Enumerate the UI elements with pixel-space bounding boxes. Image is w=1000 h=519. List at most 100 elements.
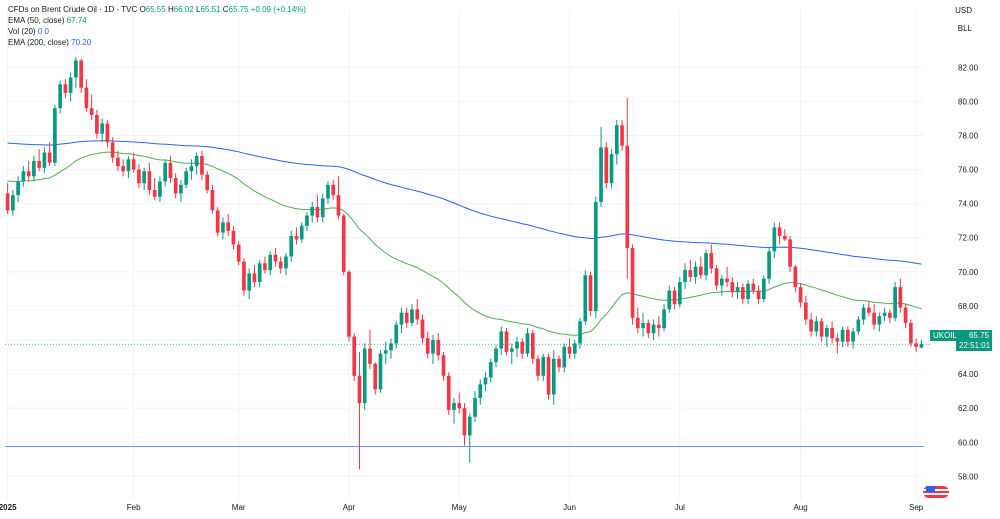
ema50-legend-row[interactable]: EMA (50, close) 67.74 bbox=[8, 15, 306, 26]
candle bbox=[898, 278, 903, 313]
candle bbox=[478, 379, 483, 405]
candle-body bbox=[825, 328, 829, 337]
candle bbox=[305, 212, 309, 231]
candle-body bbox=[273, 254, 278, 262]
candle-body bbox=[278, 261, 283, 269]
high-value: 66.02 bbox=[173, 5, 194, 14]
ema200-legend-row[interactable]: EMA (200, close) 70.20 bbox=[8, 37, 306, 48]
candle bbox=[462, 403, 467, 446]
candle bbox=[142, 167, 147, 190]
candle bbox=[74, 57, 78, 88]
candle-body bbox=[242, 261, 246, 291]
candle-body bbox=[588, 275, 593, 312]
candle-body bbox=[914, 343, 918, 347]
candle-body bbox=[704, 253, 708, 276]
candle-body bbox=[793, 266, 798, 288]
candle bbox=[394, 321, 399, 349]
candle bbox=[431, 334, 435, 364]
candle bbox=[772, 222, 777, 259]
candle-body bbox=[163, 162, 168, 182]
candle-body bbox=[804, 302, 808, 320]
candle-body bbox=[672, 290, 677, 305]
candle bbox=[473, 391, 477, 422]
candle bbox=[714, 265, 719, 291]
candle-body bbox=[861, 307, 866, 320]
candle-body bbox=[893, 287, 897, 318]
candle-body bbox=[263, 263, 267, 271]
candle bbox=[467, 413, 472, 463]
candle-body bbox=[909, 322, 913, 344]
candle bbox=[37, 149, 41, 172]
candle bbox=[294, 227, 299, 245]
candle-body bbox=[441, 355, 446, 376]
ema50-label: EMA (50, close) bbox=[8, 16, 65, 25]
candle-body bbox=[189, 166, 194, 172]
candle-body bbox=[294, 236, 299, 240]
candle-body bbox=[378, 353, 383, 390]
candle bbox=[315, 195, 320, 223]
y-tick-label: 62.00 bbox=[958, 404, 979, 413]
candle bbox=[704, 249, 708, 281]
candle-body bbox=[635, 317, 640, 329]
candle-body bbox=[63, 84, 68, 93]
candle bbox=[667, 285, 672, 313]
candle-body bbox=[620, 125, 624, 146]
candle-body bbox=[37, 161, 41, 168]
candle-body bbox=[74, 60, 78, 78]
candle bbox=[525, 328, 530, 358]
candle bbox=[719, 275, 724, 296]
candle bbox=[893, 282, 897, 322]
candle-body bbox=[373, 363, 378, 390]
candle-body bbox=[714, 268, 719, 286]
candle-body bbox=[551, 358, 556, 395]
ema200-line bbox=[7, 140, 922, 265]
candle-body bbox=[651, 324, 656, 334]
candle bbox=[846, 326, 850, 347]
unit-label[interactable]: BLL bbox=[957, 24, 972, 33]
candle-body bbox=[867, 307, 871, 313]
candle bbox=[420, 314, 425, 344]
candle-body bbox=[137, 169, 141, 184]
vol-legend-row[interactable]: Vol (20) 0 0 bbox=[8, 26, 306, 37]
candle bbox=[404, 307, 409, 329]
candle-body bbox=[767, 251, 771, 279]
candle bbox=[436, 333, 441, 361]
candle-body bbox=[410, 309, 414, 323]
candle-body bbox=[898, 287, 903, 308]
candle bbox=[488, 358, 493, 383]
x-tick-label: May bbox=[452, 503, 467, 512]
x-tick-label: 2025 bbox=[0, 503, 17, 512]
candle-body bbox=[541, 357, 546, 376]
candle bbox=[383, 341, 388, 364]
candle-body bbox=[630, 247, 635, 318]
currency-label[interactable]: USD bbox=[955, 6, 972, 15]
candle-body bbox=[452, 403, 456, 410]
candle-body bbox=[525, 333, 530, 354]
candle-body bbox=[231, 230, 236, 245]
candle-body bbox=[47, 152, 52, 163]
candle-body bbox=[357, 375, 362, 404]
candle bbox=[656, 316, 661, 337]
time-axis: 2025 Feb Mar Apr May Jun Jul Aug Sep bbox=[0, 503, 924, 512]
candle bbox=[242, 258, 246, 296]
candle-body bbox=[415, 309, 420, 320]
candle bbox=[347, 270, 351, 342]
candle bbox=[184, 167, 189, 189]
y-tick-label: 78.00 bbox=[958, 131, 979, 140]
y-tick-label: 74.00 bbox=[958, 200, 979, 209]
candle-body bbox=[194, 155, 199, 167]
candle bbox=[872, 304, 876, 330]
candle bbox=[798, 283, 803, 308]
x-tick-label: Sep bbox=[909, 503, 924, 512]
candle bbox=[693, 261, 698, 284]
candle bbox=[888, 309, 892, 323]
candle-body bbox=[520, 341, 525, 354]
us-flag-icon[interactable] bbox=[922, 485, 950, 499]
candle-body bbox=[68, 77, 73, 93]
vol-value-b: 0 bbox=[44, 27, 49, 36]
price-axis: 82.00 80.00 78.00 76.00 74.00 72.00 70.00 68.00… bbox=[958, 63, 979, 481]
candle bbox=[336, 176, 341, 219]
candle bbox=[578, 317, 582, 349]
candle-body bbox=[583, 275, 588, 322]
